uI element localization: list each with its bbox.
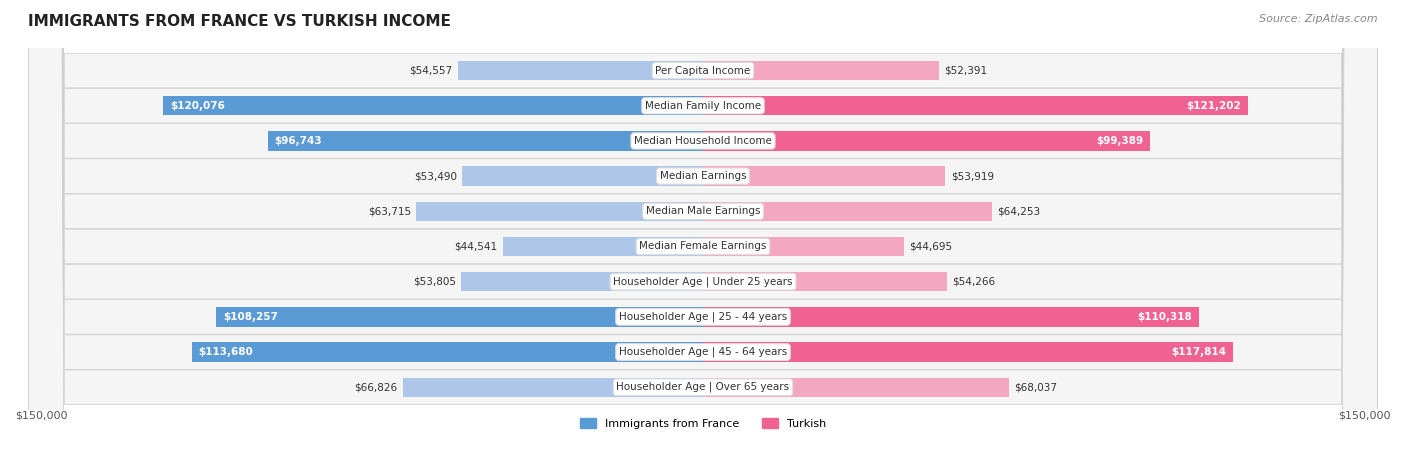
- Bar: [703, 237, 904, 256]
- Text: $52,391: $52,391: [943, 65, 987, 76]
- Text: Householder Age | Over 65 years: Householder Age | Over 65 years: [616, 382, 790, 392]
- FancyBboxPatch shape: [28, 0, 1378, 467]
- FancyBboxPatch shape: [28, 0, 1378, 467]
- Text: $99,389: $99,389: [1097, 136, 1143, 146]
- Bar: [458, 61, 703, 80]
- Text: $44,695: $44,695: [910, 241, 952, 252]
- Text: $120,076: $120,076: [170, 101, 225, 111]
- Bar: [703, 307, 1199, 326]
- Bar: [703, 342, 1233, 362]
- Text: Median Male Earnings: Median Male Earnings: [645, 206, 761, 216]
- FancyBboxPatch shape: [28, 0, 1378, 467]
- Bar: [703, 61, 939, 80]
- Bar: [217, 307, 703, 326]
- FancyBboxPatch shape: [28, 0, 1378, 467]
- Text: $113,680: $113,680: [198, 347, 253, 357]
- Bar: [191, 342, 703, 362]
- Text: Median Earnings: Median Earnings: [659, 171, 747, 181]
- FancyBboxPatch shape: [28, 0, 1378, 467]
- Text: $96,743: $96,743: [274, 136, 322, 146]
- Text: Per Capita Income: Per Capita Income: [655, 65, 751, 76]
- Text: $64,253: $64,253: [997, 206, 1040, 216]
- Bar: [503, 237, 703, 256]
- Text: IMMIGRANTS FROM FRANCE VS TURKISH INCOME: IMMIGRANTS FROM FRANCE VS TURKISH INCOME: [28, 14, 451, 29]
- Bar: [703, 202, 991, 221]
- Bar: [461, 272, 703, 291]
- Legend: Immigrants from France, Turkish: Immigrants from France, Turkish: [575, 414, 831, 433]
- Text: $54,557: $54,557: [409, 65, 453, 76]
- FancyBboxPatch shape: [28, 0, 1378, 467]
- Text: $53,805: $53,805: [412, 276, 456, 287]
- Text: $121,202: $121,202: [1187, 101, 1241, 111]
- FancyBboxPatch shape: [28, 0, 1378, 467]
- Text: $53,490: $53,490: [415, 171, 457, 181]
- Bar: [703, 377, 1010, 397]
- Text: Householder Age | Under 25 years: Householder Age | Under 25 years: [613, 276, 793, 287]
- FancyBboxPatch shape: [28, 0, 1378, 467]
- Bar: [416, 202, 703, 221]
- Bar: [402, 377, 703, 397]
- Text: Householder Age | 25 - 44 years: Householder Age | 25 - 44 years: [619, 311, 787, 322]
- FancyBboxPatch shape: [28, 0, 1378, 467]
- Text: $63,715: $63,715: [368, 206, 411, 216]
- Bar: [703, 272, 948, 291]
- Text: $117,814: $117,814: [1171, 347, 1226, 357]
- Text: $53,919: $53,919: [950, 171, 994, 181]
- Text: $150,000: $150,000: [1339, 410, 1391, 420]
- Bar: [703, 96, 1249, 115]
- Bar: [269, 131, 703, 151]
- Text: Median Family Income: Median Family Income: [645, 101, 761, 111]
- Text: $54,266: $54,266: [952, 276, 995, 287]
- Text: $108,257: $108,257: [224, 312, 278, 322]
- Bar: [703, 166, 945, 186]
- Text: Source: ZipAtlas.com: Source: ZipAtlas.com: [1260, 14, 1378, 24]
- FancyBboxPatch shape: [28, 0, 1378, 467]
- Text: $110,318: $110,318: [1137, 312, 1192, 322]
- Bar: [163, 96, 703, 115]
- Text: Median Household Income: Median Household Income: [634, 136, 772, 146]
- Bar: [703, 131, 1150, 151]
- Text: Householder Age | 45 - 64 years: Householder Age | 45 - 64 years: [619, 347, 787, 357]
- Bar: [463, 166, 703, 186]
- Text: $68,037: $68,037: [1014, 382, 1057, 392]
- Text: $66,826: $66,826: [354, 382, 396, 392]
- Text: Median Female Earnings: Median Female Earnings: [640, 241, 766, 252]
- Text: $44,541: $44,541: [454, 241, 498, 252]
- Text: $150,000: $150,000: [15, 410, 67, 420]
